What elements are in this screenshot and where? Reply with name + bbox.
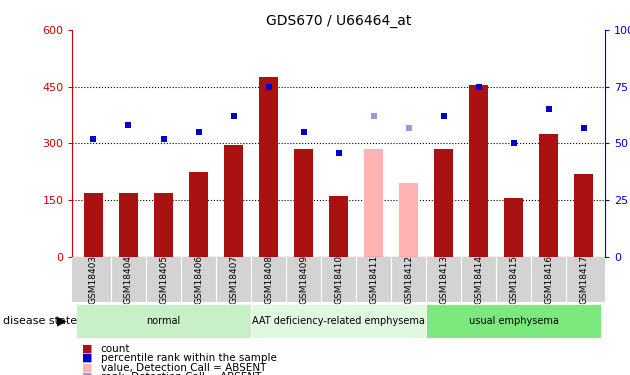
Text: GSM18403: GSM18403 xyxy=(89,255,98,304)
Bar xyxy=(399,183,418,257)
Text: GSM18410: GSM18410 xyxy=(334,255,343,304)
Text: rank, Detection Call = ABSENT: rank, Detection Call = ABSENT xyxy=(101,372,261,375)
Text: GSM18406: GSM18406 xyxy=(194,255,203,304)
Text: usual emphysema: usual emphysema xyxy=(469,316,559,326)
Bar xyxy=(539,134,558,257)
Bar xyxy=(364,149,383,257)
Bar xyxy=(224,146,243,257)
Text: GSM18404: GSM18404 xyxy=(124,255,133,304)
Title: GDS670 / U66464_at: GDS670 / U66464_at xyxy=(266,13,411,28)
Text: percentile rank within the sample: percentile rank within the sample xyxy=(101,353,277,363)
Text: normal: normal xyxy=(146,316,181,326)
Text: GSM18411: GSM18411 xyxy=(369,255,378,304)
Bar xyxy=(426,304,601,338)
Text: ■: ■ xyxy=(82,372,93,375)
Text: GSM18407: GSM18407 xyxy=(229,255,238,304)
Bar xyxy=(434,149,454,257)
Text: GSM18408: GSM18408 xyxy=(264,255,273,304)
Text: GSM18412: GSM18412 xyxy=(404,255,413,304)
Bar xyxy=(251,304,426,338)
Bar xyxy=(154,193,173,257)
Text: ▶: ▶ xyxy=(57,314,67,327)
Text: ■: ■ xyxy=(82,363,93,372)
Text: GSM18414: GSM18414 xyxy=(474,255,483,304)
Bar xyxy=(84,193,103,257)
Bar xyxy=(329,196,348,257)
Bar xyxy=(259,77,278,257)
Text: GSM18413: GSM18413 xyxy=(439,255,448,304)
Bar xyxy=(76,304,251,338)
Bar xyxy=(294,149,313,257)
Bar xyxy=(574,174,593,257)
Bar xyxy=(189,172,208,257)
Text: count: count xyxy=(101,344,130,354)
Text: ■: ■ xyxy=(82,353,93,363)
Bar xyxy=(469,85,488,257)
Text: GSM18405: GSM18405 xyxy=(159,255,168,304)
Text: GSM18417: GSM18417 xyxy=(580,255,588,304)
Text: GSM18416: GSM18416 xyxy=(544,255,553,304)
Text: AAT deficiency-related emphysema: AAT deficiency-related emphysema xyxy=(252,316,425,326)
Text: ■: ■ xyxy=(82,344,93,354)
Text: GSM18409: GSM18409 xyxy=(299,255,308,304)
Text: value, Detection Call = ABSENT: value, Detection Call = ABSENT xyxy=(101,363,266,372)
Text: disease state: disease state xyxy=(3,316,77,326)
Bar xyxy=(504,198,524,257)
Text: GSM18415: GSM18415 xyxy=(509,255,518,304)
Bar xyxy=(119,193,138,257)
